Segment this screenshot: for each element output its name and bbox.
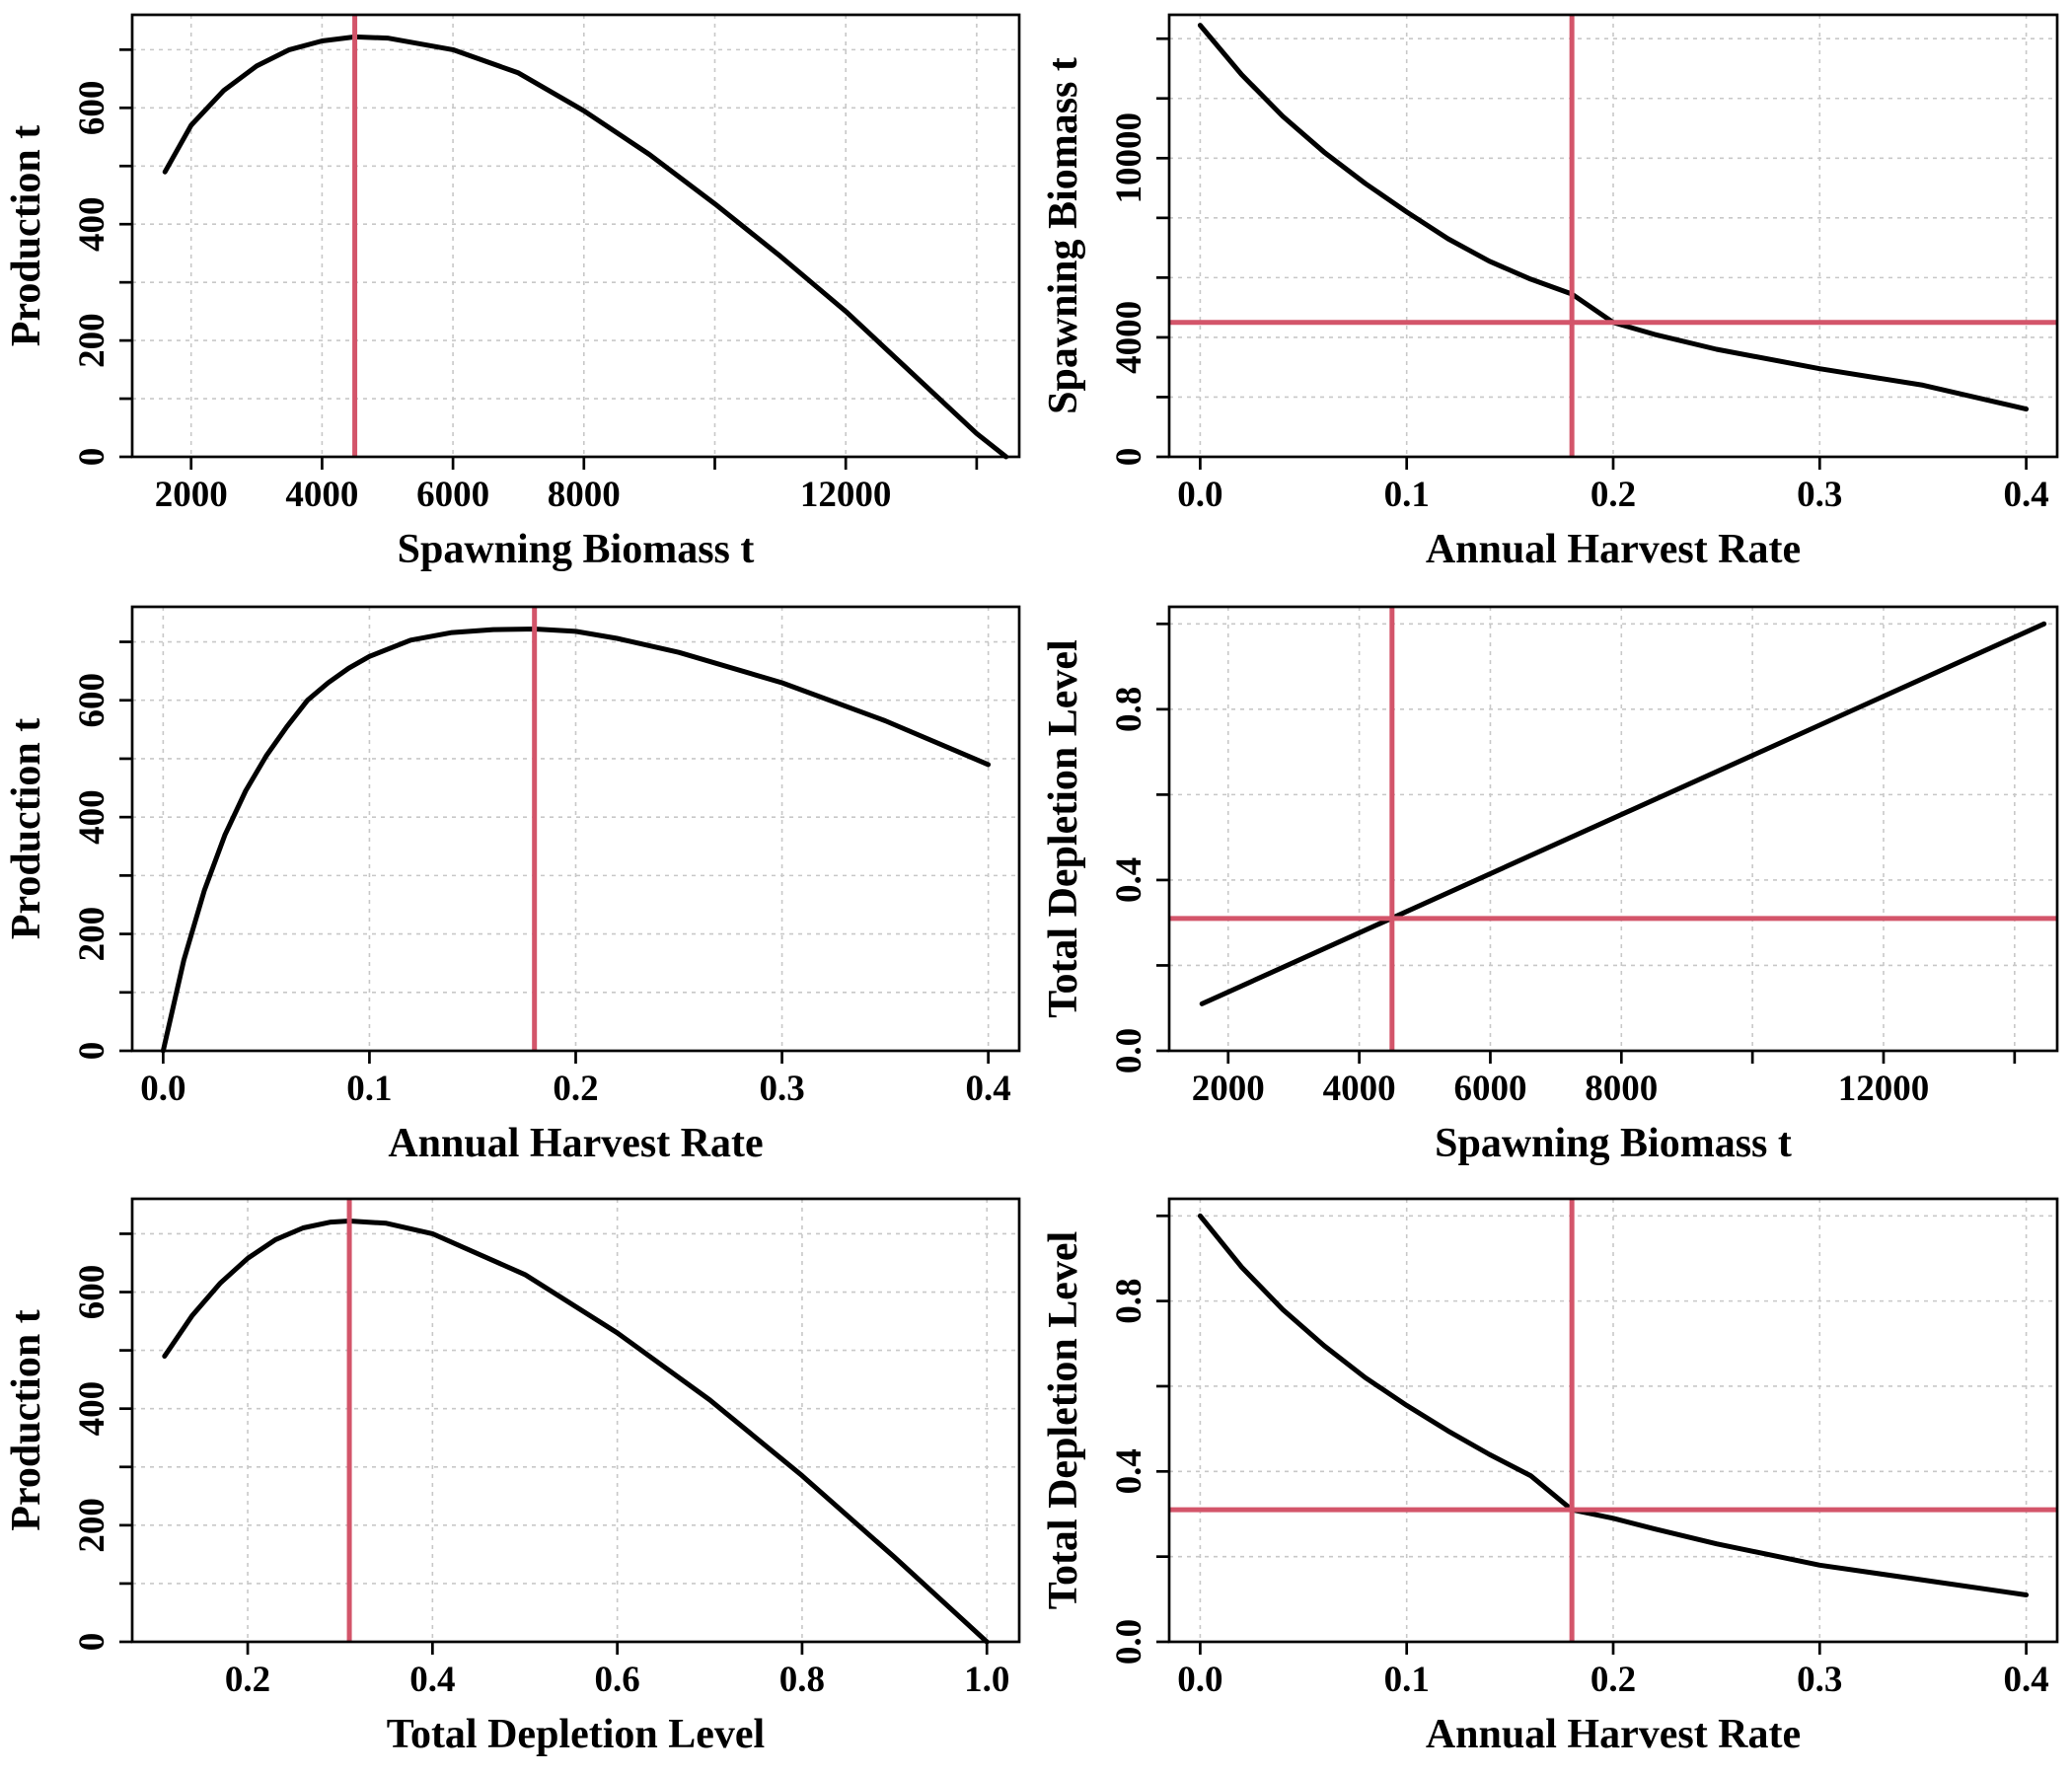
x-axis-label: Spawning Biomass t [398, 527, 755, 572]
x-tick-label: 0.2 [1591, 475, 1636, 515]
x-tick-label: 0.2 [553, 1069, 598, 1109]
y-axis-label: Total Depletion Level [1041, 639, 1086, 1017]
x-tick-label: 8000 [548, 475, 621, 515]
panel-p5: 0.2 0.4 0.6 0.8 1.0 0 200 400 600 Total Depletion… [4, 1197, 1021, 1757]
x-tick-label: 4000 [285, 475, 358, 515]
panel-p6: 0.0 0.1 0.2 0.3 0.4 0.0 0.4 0.8 Annual Harvest R… [1041, 1197, 2059, 1757]
x-tick-label: 0.0 [140, 1069, 185, 1109]
x-tick-label: 0.3 [1797, 475, 1842, 515]
x-tick-label: 8000 [1585, 1069, 1658, 1109]
x-tick-label: 0.4 [966, 1069, 1011, 1109]
x-tick-label: 0.6 [595, 1660, 640, 1700]
x-axis-label: Annual Harvest Rate [388, 1121, 763, 1166]
x-tick-label: 0.8 [779, 1660, 825, 1700]
y-tick-label: 0 [72, 1042, 112, 1061]
x-axis-label: Annual Harvest Rate [1426, 1712, 1801, 1757]
plot-frame [130, 1197, 1021, 1644]
y-tick-label: 0.8 [1109, 1278, 1149, 1323]
x-tick-label: 2000 [155, 475, 228, 515]
x-tick-label: 6000 [1453, 1069, 1526, 1109]
x-tick-label: 0.4 [2003, 475, 2048, 515]
y-axis-label: Production t [4, 1309, 49, 1530]
y-axis-label: Spawning Biomass t [1041, 57, 1086, 414]
y-tick-label: 200 [72, 1498, 112, 1553]
y-axis-label: Production t [4, 718, 49, 939]
y-tick-label: 0.0 [1109, 1619, 1149, 1665]
x-tick-label: 4000 [1323, 1069, 1396, 1109]
plot-frame [130, 13, 1021, 459]
data-curve [1197, 23, 2030, 412]
panel-p1: 2000 4000 6000 8000 12000 0 200 400 600 Spawning … [4, 13, 1021, 572]
y-tick-label: 200 [72, 907, 112, 962]
y-tick-label: 400 [72, 789, 112, 845]
y-tick-label: 0.8 [1109, 687, 1149, 732]
y-tick-label: 0 [1109, 448, 1149, 467]
y-tick-label: 4000 [1109, 301, 1149, 374]
x-tick-label: 0.0 [1177, 1660, 1222, 1700]
x-tick-label: 1.0 [964, 1660, 1009, 1700]
data-curve [160, 627, 992, 1054]
x-tick-label: 0.0 [1177, 475, 1222, 515]
x-tick-label: 12000 [1838, 1069, 1930, 1109]
y-tick-label: 600 [72, 673, 112, 728]
data-curve [1197, 1213, 2030, 1597]
y-tick-label: 0 [72, 448, 112, 467]
y-tick-label: 0.4 [1109, 857, 1149, 903]
y-tick-label: 200 [72, 313, 112, 368]
plot-frame [1167, 605, 2059, 1053]
y-axis-label: Total Depletion Level [1041, 1231, 1086, 1609]
y-tick-label: 0 [72, 1633, 112, 1652]
x-tick-label: 0.1 [346, 1069, 392, 1109]
x-tick-label: 2000 [1192, 1069, 1265, 1109]
data-curve [162, 1219, 990, 1645]
x-tick-label: 0.1 [1384, 1660, 1430, 1700]
y-tick-label: 0.4 [1109, 1448, 1149, 1494]
x-axis-label: Total Depletion Level [387, 1712, 765, 1757]
y-tick-label: 10000 [1109, 112, 1149, 204]
x-tick-label: 0.2 [225, 1660, 270, 1700]
x-tick-label: 0.4 [409, 1660, 455, 1700]
y-tick-label: 400 [72, 1381, 112, 1437]
data-curve [162, 34, 1009, 460]
y-tick-label: 400 [72, 196, 112, 252]
y-tick-label: 600 [72, 1265, 112, 1320]
x-tick-label: 6000 [416, 475, 489, 515]
y-tick-label: 0.0 [1109, 1028, 1149, 1073]
x-tick-label: 0.3 [759, 1069, 804, 1109]
x-tick-label: 12000 [800, 475, 892, 515]
panel-p3: 0.0 0.1 0.2 0.3 0.4 0 200 400 600 Annual Harvest … [4, 605, 1021, 1166]
x-tick-label: 0.2 [1591, 1660, 1636, 1700]
panel-p2: 0.0 0.1 0.2 0.3 0.4 0 4000 10000 Annual Harvest … [1041, 13, 2059, 572]
x-axis-label: Annual Harvest Rate [1426, 527, 1801, 572]
x-tick-label: 0.1 [1384, 475, 1430, 515]
x-axis-label: Spawning Biomass t [1435, 1121, 1792, 1166]
x-tick-label: 0.4 [2003, 1660, 2048, 1700]
data-curve [1199, 621, 2047, 1006]
y-axis-label: Production t [4, 125, 49, 346]
x-tick-label: 0.3 [1797, 1660, 1842, 1700]
panel-p4: 2000 4000 6000 8000 12000 0.0 0.4 0.8 Spawning B… [1041, 605, 2059, 1166]
y-tick-label: 600 [72, 81, 112, 136]
